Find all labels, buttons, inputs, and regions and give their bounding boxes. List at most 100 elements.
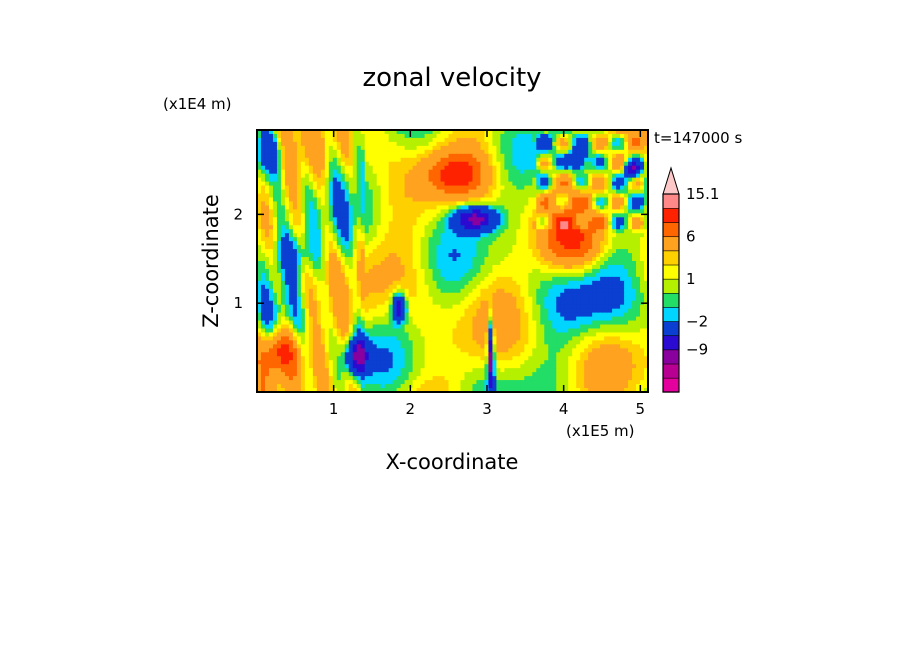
field-cell bbox=[292, 280, 298, 286]
field-cell bbox=[272, 213, 278, 218]
field-cell bbox=[392, 308, 398, 314]
field-cell bbox=[404, 253, 410, 258]
field-cell bbox=[492, 149, 497, 155]
field-cell bbox=[468, 276, 474, 282]
field-cell bbox=[332, 137, 338, 143]
field-cell bbox=[364, 312, 370, 318]
field-cell bbox=[628, 304, 633, 310]
field-cell bbox=[536, 189, 541, 195]
field-cell bbox=[580, 245, 585, 250]
field-cell bbox=[464, 320, 470, 326]
field-cell bbox=[356, 316, 362, 322]
field-cell bbox=[592, 149, 597, 155]
field-cell bbox=[272, 284, 278, 290]
field-cell bbox=[440, 268, 446, 274]
field-cell bbox=[604, 149, 609, 155]
field-cell bbox=[412, 221, 418, 226]
field-cell bbox=[464, 304, 470, 310]
field-cell bbox=[616, 257, 621, 262]
field-cell bbox=[568, 292, 573, 298]
field-cell bbox=[516, 137, 521, 143]
field-cell bbox=[624, 201, 629, 207]
field-cell bbox=[540, 288, 545, 294]
field-cell bbox=[512, 288, 517, 294]
field-cell bbox=[536, 229, 541, 234]
field-cell bbox=[336, 296, 342, 302]
field-cell bbox=[508, 225, 513, 230]
field-cell bbox=[312, 308, 318, 314]
field-cell bbox=[556, 316, 561, 322]
field-cell bbox=[476, 213, 482, 218]
field-cell bbox=[356, 292, 362, 298]
field-cell bbox=[532, 225, 537, 230]
field-cell bbox=[508, 221, 513, 226]
field-cell bbox=[336, 197, 342, 203]
field-cell bbox=[368, 253, 374, 258]
field-cell bbox=[328, 308, 334, 314]
field-cell bbox=[408, 193, 414, 199]
field-cell bbox=[448, 141, 454, 147]
field-cell bbox=[264, 137, 270, 143]
field-cell bbox=[316, 133, 322, 139]
field-cell bbox=[492, 213, 497, 218]
field-cell bbox=[488, 133, 493, 139]
field-cell bbox=[520, 288, 525, 294]
field-cell bbox=[548, 217, 553, 222]
field-cell bbox=[520, 153, 525, 159]
field-cell bbox=[276, 261, 282, 266]
field-cell bbox=[348, 276, 354, 282]
field-cell bbox=[528, 237, 533, 242]
field-cell bbox=[284, 181, 290, 187]
field-cell bbox=[452, 284, 458, 290]
field-cell bbox=[552, 257, 557, 262]
field-cell bbox=[308, 292, 314, 298]
field-cell bbox=[624, 209, 629, 214]
field-cell bbox=[624, 253, 629, 258]
field-cell bbox=[324, 257, 330, 262]
field-cell bbox=[368, 181, 374, 187]
field-cell bbox=[584, 233, 589, 238]
field-cell bbox=[516, 284, 521, 290]
field-cell bbox=[264, 304, 270, 310]
field-cell bbox=[560, 217, 565, 222]
field-cell bbox=[496, 193, 501, 199]
field-cell bbox=[604, 312, 609, 318]
field-cell bbox=[636, 173, 641, 179]
field-cell bbox=[492, 197, 497, 203]
field-cell bbox=[304, 181, 310, 187]
field-cell bbox=[292, 288, 298, 294]
field-cell bbox=[272, 268, 278, 274]
field-cell bbox=[328, 264, 334, 270]
field-cell bbox=[628, 133, 633, 139]
field-cell bbox=[604, 217, 609, 222]
field-cell bbox=[600, 328, 605, 334]
field-cell bbox=[624, 169, 629, 175]
field-cell bbox=[364, 268, 370, 274]
field-cell bbox=[476, 217, 482, 222]
field-cell bbox=[464, 245, 470, 250]
field-cell bbox=[432, 177, 438, 183]
field-cell bbox=[456, 213, 462, 218]
field-cell bbox=[388, 173, 394, 179]
field-cell bbox=[548, 209, 553, 214]
field-cell bbox=[340, 181, 346, 187]
field-cell bbox=[496, 288, 501, 294]
field-cell bbox=[380, 185, 386, 191]
field-cell bbox=[436, 280, 442, 286]
field-cell bbox=[404, 304, 410, 310]
field-cell bbox=[328, 316, 334, 322]
field-cell bbox=[360, 197, 366, 203]
field-cell bbox=[380, 145, 386, 151]
field-cell bbox=[352, 217, 358, 222]
field-cell bbox=[584, 268, 589, 274]
field-cell bbox=[400, 237, 406, 242]
field-cell bbox=[524, 145, 529, 151]
field-cell bbox=[516, 253, 521, 258]
field-cell bbox=[372, 201, 378, 207]
field-cell bbox=[432, 312, 438, 318]
field-cell bbox=[384, 137, 390, 143]
field-cell bbox=[588, 264, 593, 270]
field-cell bbox=[504, 161, 509, 167]
field-cell bbox=[360, 185, 366, 191]
field-cell bbox=[352, 249, 358, 254]
